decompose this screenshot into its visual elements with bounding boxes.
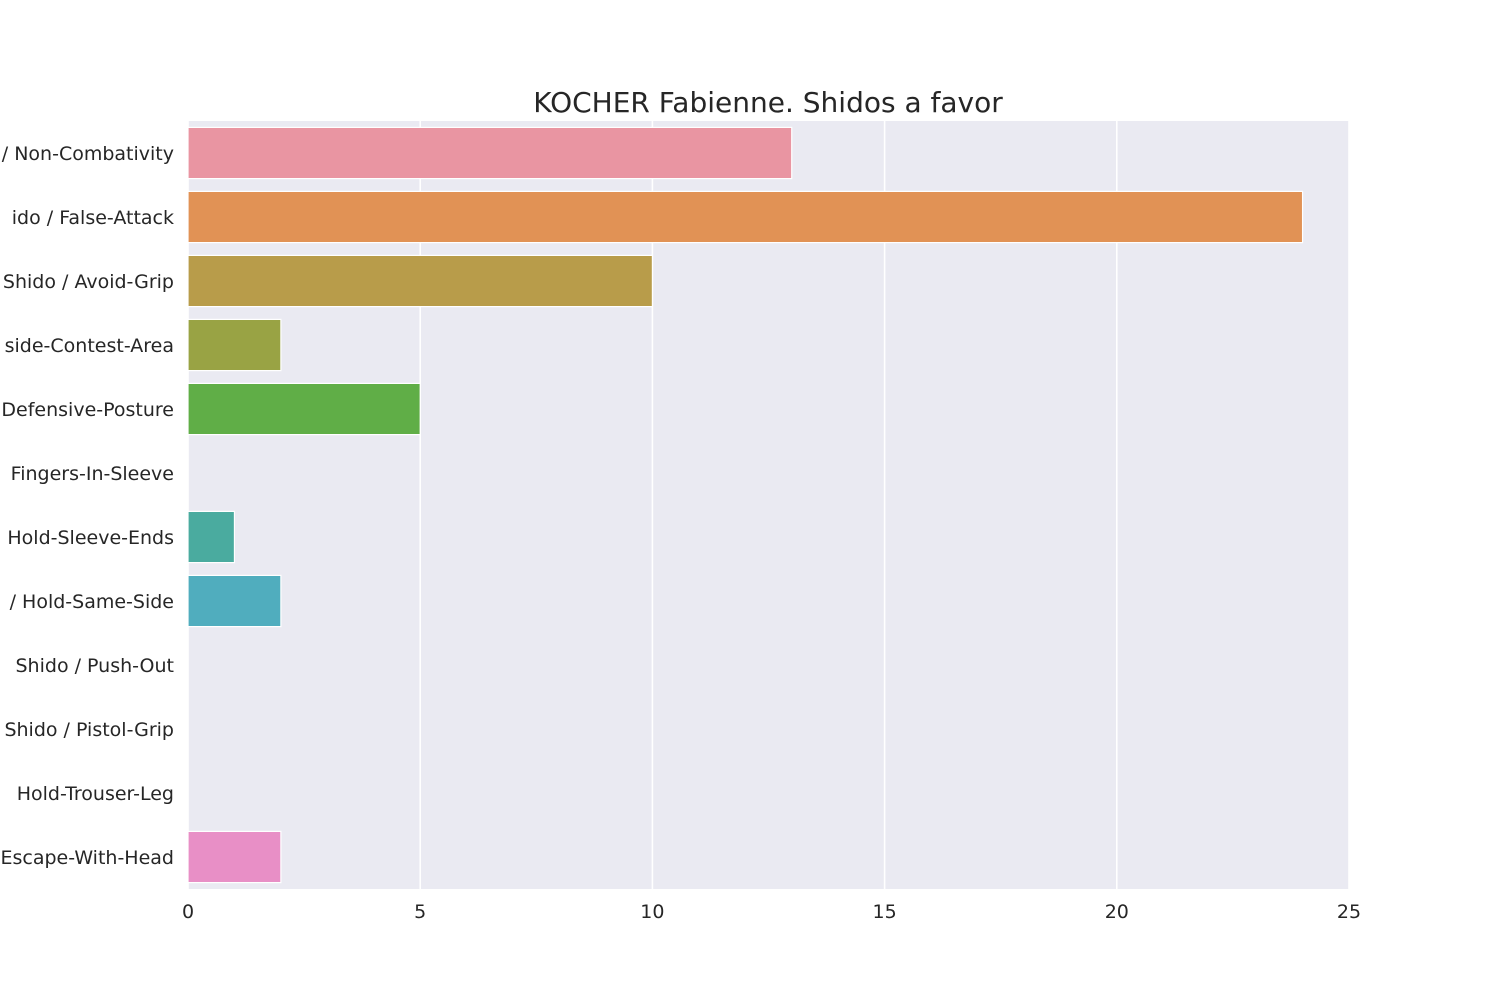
y-tick-label: Hold-Sleeve-Ends — [7, 527, 174, 549]
bar — [187, 318, 282, 372]
x-tick-label: 20 — [1105, 901, 1129, 923]
y-tick-label: side-Contest-Area — [5, 335, 174, 357]
y-tick-label: Shido / Pistol-Grip — [4, 719, 174, 741]
y-tick-label: / Non-Combativity — [2, 143, 174, 165]
y-tick-label: ido / False-Attack — [12, 207, 174, 229]
bars — [187, 126, 1304, 884]
x-tick-label: 25 — [1337, 901, 1361, 923]
x-tick-label: 0 — [182, 901, 194, 923]
bar — [187, 254, 653, 308]
bar — [187, 190, 1304, 244]
x-tick-label: 10 — [640, 901, 664, 923]
bar — [187, 830, 282, 884]
y-tick-label: Hold-Trouser-Leg — [17, 783, 174, 805]
y-tick-label: / Hold-Same-Side — [10, 591, 174, 613]
y-tick-labels: / Non-Combativity ido / False-Attack Shido… — [0, 143, 174, 869]
y-tick-label: Escape-With-Head — [0, 847, 174, 869]
x-tick-label: 15 — [873, 901, 897, 923]
plot-background — [188, 121, 1349, 889]
bar — [187, 574, 282, 628]
y-tick-label: Defensive-Posture — [1, 399, 174, 421]
y-tick-label: Shido / Avoid-Grip — [3, 271, 174, 293]
bar — [187, 510, 236, 564]
grid-lines — [187, 121, 1350, 889]
bar — [187, 382, 421, 436]
y-tick-label: Shido / Push-Out — [16, 655, 175, 677]
y-tick-label: Fingers-In-Sleeve — [11, 463, 174, 485]
chart-title: KOCHER Fabienne. Shidos a favor — [533, 86, 1003, 119]
bar — [187, 126, 793, 180]
x-tick-label: 5 — [414, 901, 426, 923]
x-tick-labels: 0 5 10 15 20 25 — [182, 901, 1361, 923]
